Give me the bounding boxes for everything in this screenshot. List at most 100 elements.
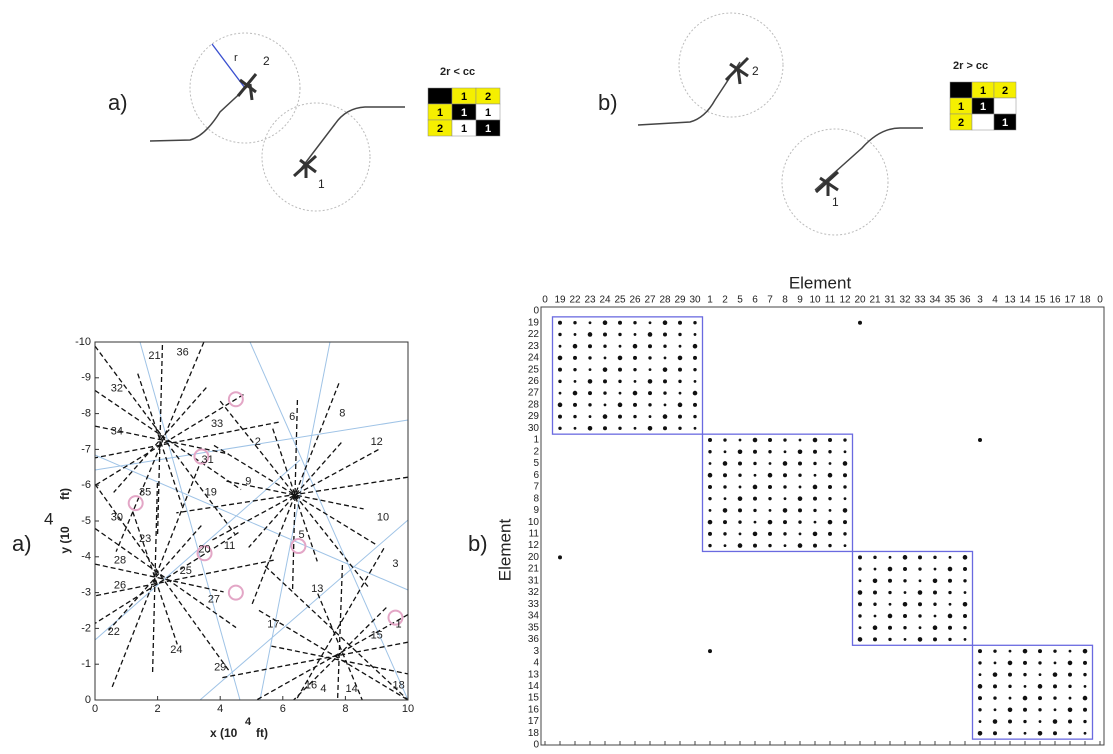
- matrix-cell-label: 1: [437, 107, 443, 119]
- dependency-dot: [933, 603, 936, 606]
- dependency-dot: [918, 614, 921, 617]
- y-tick-label: 5: [533, 458, 539, 469]
- dependency-dot: [843, 532, 846, 535]
- aircraft: [816, 172, 838, 196]
- dependency-dot: [1084, 685, 1087, 688]
- y-tick-label: 0: [533, 306, 539, 317]
- dependency-dot: [633, 368, 636, 371]
- dependency-dot: [978, 708, 981, 711]
- dependency-dot: [573, 321, 576, 324]
- dependency-dot: [588, 426, 593, 431]
- dependency-dot: [963, 555, 968, 560]
- dependency-dot: [709, 509, 712, 512]
- plot-frame: [95, 342, 408, 700]
- dependency-dot: [903, 579, 906, 582]
- x-tick-label: 18: [1079, 295, 1091, 306]
- track-label: 2: [255, 436, 261, 448]
- dependency-dot: [574, 427, 577, 430]
- dependency-dot: [963, 602, 968, 607]
- dependency-dot: [678, 403, 683, 408]
- track-label: 34: [111, 425, 123, 437]
- dependency-dot: [753, 544, 757, 548]
- aircraft-label: 1: [832, 195, 839, 209]
- dependency-dot: [619, 392, 622, 395]
- dependency-dot: [1038, 708, 1041, 711]
- dependency-dot: [918, 637, 923, 642]
- dependency-dot: [993, 684, 997, 688]
- dependency-dot: [1084, 732, 1087, 735]
- dependency-dot: [993, 696, 996, 699]
- dependency-dot: [769, 509, 772, 512]
- dependency-dot: [723, 520, 727, 524]
- dependency-dot: [828, 485, 832, 489]
- dependency-dot: [948, 591, 951, 594]
- dependency-dot: [784, 544, 787, 547]
- dependency-dot: [1023, 708, 1027, 712]
- dependency-dot: [813, 532, 818, 537]
- dependency-dot: [813, 544, 817, 548]
- dependency-dot: [978, 661, 981, 664]
- dependency-dot: [574, 333, 577, 336]
- x-tick-label: 10: [402, 703, 414, 715]
- dependency-dot: [753, 497, 757, 501]
- dependency-dot: [648, 356, 651, 359]
- x-tick-label: 28: [659, 295, 671, 306]
- y-tick-label: -7: [81, 443, 91, 455]
- track-label: 26: [114, 579, 126, 591]
- dependency-dot: [873, 578, 878, 583]
- dependency-dot: [633, 415, 636, 418]
- dependency-dot: [933, 625, 938, 630]
- dependency-dot: [963, 567, 967, 571]
- dependency-dot: [873, 591, 877, 595]
- dependency-dot: [753, 509, 756, 512]
- dependency-dot: [1038, 696, 1042, 700]
- dependency-dot: [573, 344, 578, 349]
- dependency-dot: [618, 321, 622, 325]
- dependency-dot: [1069, 650, 1072, 653]
- dependency-dot: [858, 567, 861, 570]
- dependency-dot: [753, 450, 757, 454]
- dependency-dot: [768, 450, 771, 453]
- dependency-dot: [649, 368, 652, 371]
- dependency-dot: [768, 520, 773, 525]
- cluster-block: [973, 645, 1093, 739]
- dependency-dot: [634, 380, 637, 383]
- dependency-dot: [663, 426, 667, 430]
- dependency-dot: [603, 426, 607, 430]
- dependency-dot: [634, 427, 637, 430]
- track-label: 16: [305, 680, 317, 692]
- dependency-dot: [678, 368, 682, 372]
- dependency-dot: [813, 438, 818, 443]
- dependency-dot: [693, 368, 696, 371]
- dependency-dot: [919, 626, 922, 629]
- dependency-dot: [828, 520, 833, 525]
- dependency-dot: [873, 556, 876, 559]
- y-tick-label: 33: [528, 599, 540, 610]
- dependency-dot: [753, 485, 758, 490]
- y-axis-label: y (10: [58, 526, 72, 554]
- track-label: 29: [214, 662, 226, 674]
- dependency-dot: [634, 333, 637, 336]
- dependency-dot: [603, 332, 607, 336]
- dependency-dot: [918, 555, 922, 559]
- dependency-dot: [813, 450, 817, 454]
- dependency-dot: [754, 521, 757, 524]
- flown-track: [265, 566, 408, 700]
- x-tick-label: 4: [217, 703, 223, 715]
- dependency-dot: [979, 720, 982, 723]
- dependency-dot: [1008, 661, 1013, 666]
- flown-track: [95, 395, 243, 486]
- dependency-dot: [904, 591, 907, 594]
- dependency-dot: [829, 509, 832, 512]
- dependency-dot: [723, 532, 726, 535]
- x-tick-label: 7: [767, 295, 773, 306]
- dependency-dot: [949, 603, 952, 606]
- track-label: 23: [139, 533, 151, 545]
- dependency-dot: [1023, 720, 1026, 723]
- track-label: 22: [108, 626, 120, 638]
- x-tick-label: 25: [614, 295, 626, 306]
- y-tick-label: 3: [533, 646, 539, 657]
- matrix-cell-label: 2: [485, 91, 491, 103]
- dependency-dot: [783, 508, 788, 513]
